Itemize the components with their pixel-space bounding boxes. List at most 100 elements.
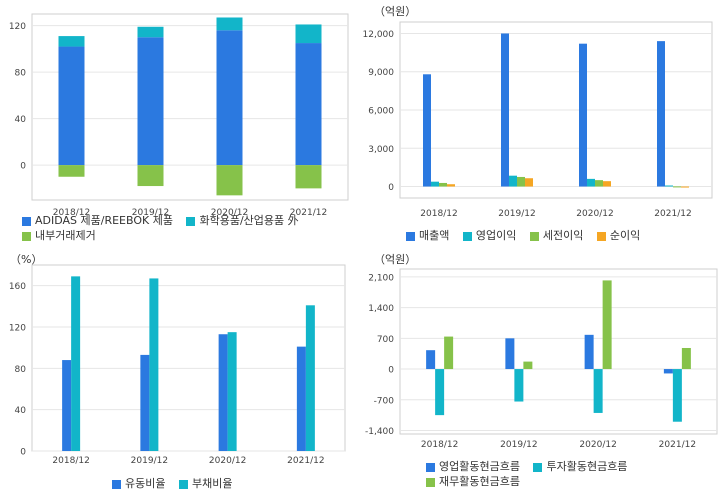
chart-ratios: （%） 0 40 80 120 160 2018/12 2019/12 2020/12 2021… [0,248,360,496]
bar [593,369,603,413]
legend-label: 영업이익 [475,229,517,242]
bar [523,361,533,370]
bar [295,24,322,44]
legend-swatch [426,477,435,487]
bar [216,17,243,31]
legend-item: 영업이익 [462,229,517,243]
y-tick-label: 80 [15,365,27,375]
chart-segment-sales: 0 40 80 120 2018/12 2019/12 2020/12 2021/12 ADI… [0,0,360,248]
legend-swatch [533,462,543,472]
x-tick-label: 2018/12 [53,208,90,218]
bar [216,30,243,166]
x-tick-label: 2019/12 [132,208,169,218]
bar [657,41,665,187]
legend-item: 순이익 [596,229,641,243]
bar [501,33,509,187]
legend-swatch [178,479,188,489]
legend-swatch [462,231,472,241]
y-tick-label: 3,000 [368,145,394,155]
legend-swatch [406,231,415,241]
y-tick-label: 6,000 [368,107,394,117]
bar [58,46,85,166]
x-tick-label: 2021/12 [287,456,324,466]
legend-label: 세전이익 [542,229,584,242]
bar [681,186,689,188]
legend-swatch [186,216,196,226]
x-tick-label: 2020/12 [209,456,246,466]
legend-segment-sales: ADIDAS 제품/REEBOK 제품 화학용품/산업용품 外 내부거래제거 [22,214,352,244]
y-tick-label: 40 [15,406,27,416]
bar [673,186,681,188]
bar [137,37,164,166]
x-tick-label: 2019/12 [498,209,535,219]
x-tick-label: 2019/12 [500,440,537,450]
legend-item: 투자활동현금흐름 [533,460,627,474]
bar [423,74,431,187]
y-tick-label: -700 [374,396,395,406]
bar [509,175,517,187]
x-tick-label: 2018/12 [420,209,457,219]
bar [218,334,228,451]
y-tick-label: 0 [388,366,394,376]
legend-income: 매출액 영업이익 세전이익 순이익 [406,229,716,244]
x-tick-label: 2019/12 [131,456,168,466]
bar [672,369,682,422]
bar [227,332,237,451]
legend-swatch [22,231,31,241]
chart-cashflow-svg: -1,400 -700 0 700 1,400 2,100 2018/12 2019/12 20… [365,268,718,450]
y-tick-label: 700 [377,335,394,345]
y-tick-label: 160 [9,282,26,292]
legend-item: 세전이익 [529,229,584,243]
y-tick-label: 9,000 [368,68,394,78]
bar [444,336,454,370]
x-tick-label: 2021/12 [659,440,696,450]
legend-label: 유동비율 [125,477,166,490]
bar [137,165,164,187]
legend-item: 유동비율 [112,477,165,491]
legend-label: 영업활동현금흐름 [439,460,520,473]
y-tick-label: -1,400 [365,427,394,437]
x-tick-label: 2018/12 [52,456,89,466]
x-tick-label: 2021/12 [290,208,327,218]
bar [665,185,673,187]
chart-income-svg: 0 3,000 6,000 9,000 12,000 2018/12 2019/12 2020… [363,21,713,219]
legend-label: 재무활동현금흐름 [439,475,520,488]
y-tick-label: 120 [9,324,26,334]
bar [439,182,447,187]
bar [140,354,150,451]
legend-label: 부채비율 [191,477,233,490]
bar [137,26,164,38]
legend-swatch [529,231,539,241]
chart-cashflow: （억원） -1,400 -700 0 700 1,400 2,100 2018/12 2019… [360,248,720,496]
unit-label: （억원） [374,5,417,18]
bar [58,165,85,177]
y-tick-label: 120 [9,22,26,32]
y-tick-label: 80 [15,69,27,79]
legend-label: ADIDAS 제품/REEBOK 제품 [35,214,173,227]
legend-ratios: 유동비율 부채비율 [112,477,352,492]
bar [602,280,612,370]
bar [595,180,603,187]
bar [62,360,72,451]
bar [426,350,436,370]
bar [663,369,673,374]
legend-item: 화학용품/산업용품 外 [186,214,299,228]
legend-label: 화학용품/산업용품 外 [199,214,299,227]
legend-item: 내부거래제거 [22,229,96,243]
y-tick-label: 12,000 [363,30,395,40]
legend-swatch [22,216,31,226]
plot-frame [399,268,718,435]
y-tick-label: 0 [20,448,26,458]
bar [295,43,322,166]
bar [447,184,455,187]
bar [579,43,587,187]
x-tick-label: 2020/12 [579,440,616,450]
legend-label: 순이익 [609,229,641,242]
legend-item: ADIDAS 제품/REEBOK 제품 [22,214,173,228]
bar [431,181,439,187]
bar [505,338,515,370]
legend-item: 재무활동현금흐름 [426,475,520,489]
legend-item: 부채비율 [178,477,233,491]
x-tick-label: 2021/12 [654,209,691,219]
legend-cashflow: 영업활동현금흐름 투자활동현금흐름 재무활동현금흐름 [426,460,716,490]
